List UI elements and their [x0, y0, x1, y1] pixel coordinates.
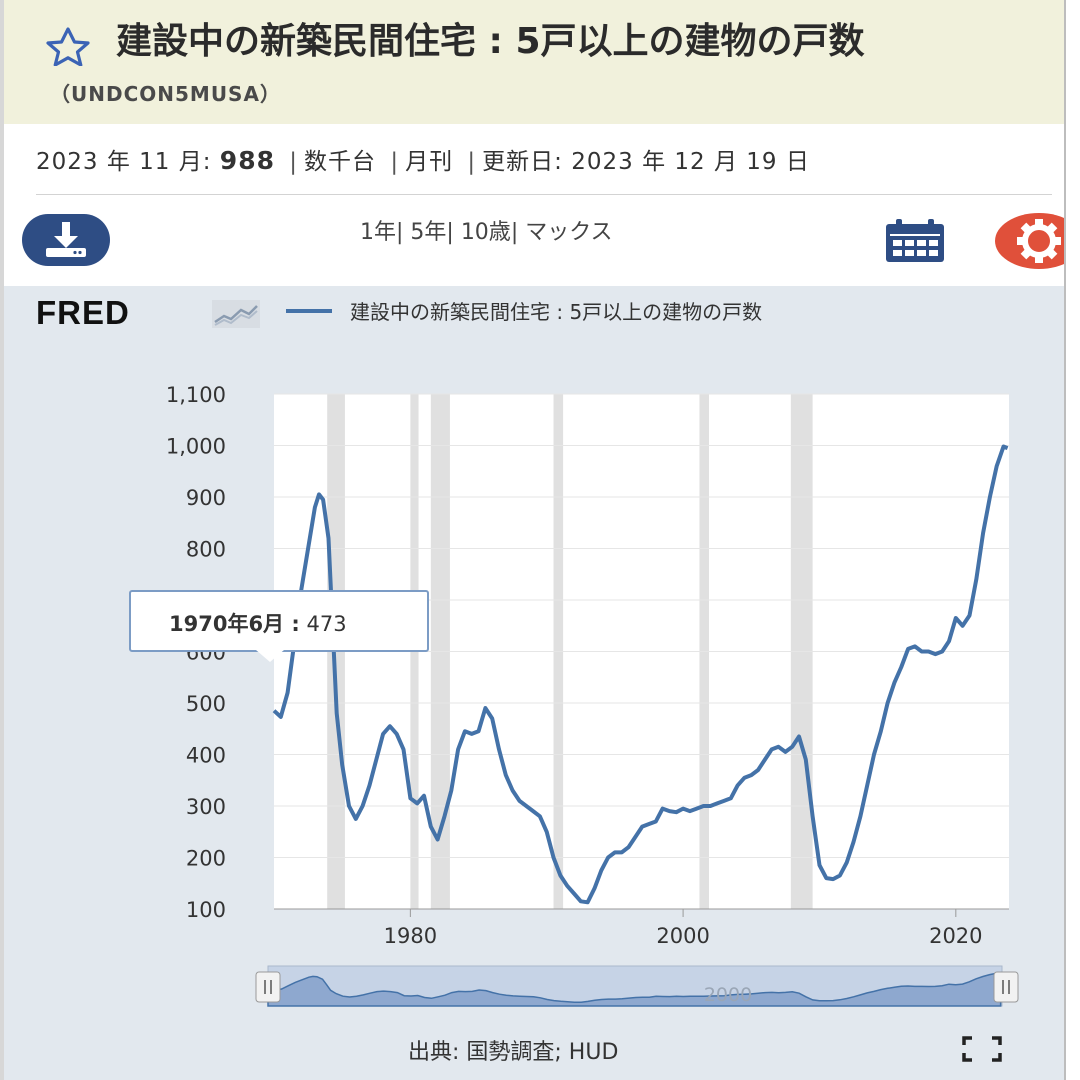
- x-tick-label: 1980: [384, 924, 437, 948]
- y-tick-label: 1,000: [166, 435, 226, 459]
- units: 数千台: [304, 149, 377, 175]
- tooltip-value: 473: [306, 612, 347, 636]
- page-title: 建設中の新築民間住宅 : 5戸以上の建物の戸数 （UNDCON5MUSA）: [36, 18, 1026, 118]
- download-button[interactable]: [22, 214, 110, 266]
- series-title: 建設中の新築民間住宅 : 5戸以上の建物の戸数: [116, 21, 865, 62]
- fred-chart-logo-icon: [212, 300, 260, 328]
- download-icon: [46, 222, 86, 257]
- divider: [36, 194, 1052, 195]
- chart-tooltip: 1970年6月 : 473: [129, 590, 429, 652]
- series-line: [272, 444, 1009, 905]
- legend-series-label: 建設中の新築民間住宅 : 5戸以上の建物の戸数: [350, 300, 763, 324]
- x-tick-label: 2000: [656, 924, 709, 948]
- navigator-year-label: 2000: [704, 984, 752, 1006]
- date-range-selector: 1年| 5年| 10歳| マックス: [360, 220, 613, 245]
- y-tick-label: 800: [186, 538, 226, 562]
- tooltip-pointer: [256, 650, 284, 662]
- range-max[interactable]: マックス: [525, 220, 613, 245]
- navigator-handle-right[interactable]: [993, 971, 1019, 1003]
- range-1y[interactable]: 1年: [360, 220, 396, 245]
- fred-logo[interactable]: FRED: [36, 294, 130, 331]
- star-outline-icon[interactable]: [36, 26, 100, 66]
- y-tick-label: 100: [186, 898, 226, 922]
- observation-date: 2023 年 11 月:: [36, 149, 212, 175]
- range-5y[interactable]: 5年: [410, 220, 447, 245]
- frequency: 月刊: [405, 149, 454, 175]
- x-tick-label: 2020: [929, 924, 982, 948]
- y-tick-label: 300: [186, 795, 226, 819]
- tooltip-date: 1970年6月 :: [169, 612, 300, 636]
- navigator-series: [267, 972, 1002, 1007]
- title-bar: [4, 0, 1064, 124]
- y-tick-label: 900: [186, 486, 226, 510]
- navigator-handle-left[interactable]: [255, 971, 281, 1003]
- series-meta: 2023 年 11 月: 988 | 数千台 | 月刊 | 更新日: 2023 年 1…: [36, 146, 810, 175]
- calendar-icon[interactable]: [882, 218, 948, 264]
- y-tick-label: 200: [186, 847, 226, 871]
- series-id: （UNDCON5MUSA）: [50, 82, 281, 106]
- updated-date: 更新日: 2023 年 12 月 19 日: [482, 149, 810, 175]
- fullscreen-icon[interactable]: [962, 1036, 1002, 1062]
- y-tick-label: 400: [186, 744, 226, 768]
- source-credit: 出典: 国勢調査; HUD: [408, 1040, 619, 1065]
- observation-value: 988: [219, 146, 275, 175]
- y-tick-label: 500: [186, 692, 226, 716]
- gear-icon: [995, 213, 1064, 269]
- y-tick-label: 1,100: [166, 383, 226, 407]
- line-chart[interactable]: 1002003004005006007008009001,0001,100198…: [4, 0, 1066, 1080]
- range-10y[interactable]: 10歳: [460, 220, 511, 245]
- settings-button[interactable]: [994, 212, 1064, 270]
- legend-swatch: [286, 309, 332, 313]
